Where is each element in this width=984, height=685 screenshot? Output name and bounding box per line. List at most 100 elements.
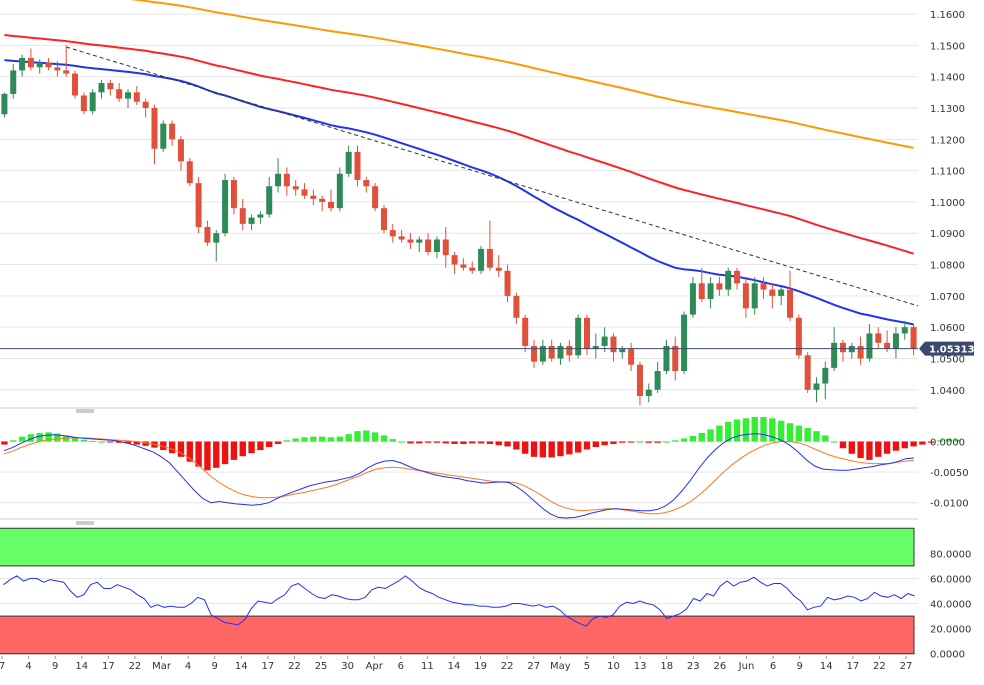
macd-histogram-bar: [319, 436, 326, 442]
macd-tick-label: 0.0000: [930, 438, 965, 449]
candle: [177, 136, 184, 171]
candle: [689, 277, 696, 318]
date-tick-label: 18: [660, 661, 673, 672]
macd-histogram-bar: [592, 441, 599, 448]
candle-body: [610, 336, 617, 353]
candle: [769, 283, 776, 309]
candle: [804, 352, 811, 393]
candle-body: [54, 67, 61, 71]
macd-histogram-bar: [751, 417, 758, 442]
macd-histogram-bar: [221, 441, 229, 465]
candle-body: [548, 345, 555, 359]
candle-body: [275, 173, 282, 187]
macd-histogram-bar: [407, 441, 414, 444]
candle: [239, 198, 246, 231]
macd-line: [3, 433, 914, 519]
date-axis: 7 4 9 14 17 22 Mar 4 9 14 17 22 25 30 Apr 6 11 14 19 22 27 Ma…: [0, 656, 912, 672]
candle: [354, 145, 361, 187]
macd-histogram-bar: [124, 441, 132, 444]
macd-histogram-bar: [27, 434, 35, 442]
macd-histogram-bar: [239, 441, 246, 457]
candle-body: [407, 239, 414, 243]
macd-histogram-bar: [619, 441, 626, 443]
date-tick-label: 27: [900, 661, 913, 672]
date-tick-label: 22: [288, 661, 301, 672]
macd-histogram-bar: [469, 441, 476, 444]
macd-histogram-bar: [672, 440, 679, 442]
candle: [151, 104, 158, 165]
candle: [778, 286, 785, 306]
macd-histogram-bar: [760, 417, 767, 442]
macd-histogram-bar: [486, 441, 494, 444]
candle: [213, 230, 220, 262]
candle-body: [451, 255, 458, 265]
candle: [80, 92, 87, 115]
candle: [636, 361, 643, 406]
candle-body: [725, 270, 732, 290]
candle: [63, 45, 70, 77]
macd-histogram-bar: [283, 440, 291, 442]
candle: [734, 267, 741, 290]
candle: [27, 48, 34, 71]
candle-body: [380, 208, 387, 231]
candle-body: [875, 333, 882, 343]
candle: [169, 120, 176, 146]
macd-histogram-bar: [583, 441, 591, 450]
price-tick-label: 1.1100: [930, 167, 965, 178]
macd-tick-label: -0.0100: [930, 499, 969, 510]
candle: [407, 233, 414, 249]
candle: [345, 145, 352, 177]
macd-histogram: [1, 417, 961, 471]
date-tick-label: 14: [448, 661, 461, 672]
candle-body: [301, 189, 308, 196]
macd-histogram-bar: [725, 421, 732, 442]
macd-histogram-bar: [54, 433, 61, 442]
candle: [619, 345, 626, 359]
macd-histogram-bar: [680, 438, 688, 442]
date-tick-label: 26: [714, 661, 727, 672]
candle: [866, 324, 873, 362]
candle-body: [787, 289, 794, 318]
rsi-tick-label: 60.0000: [930, 574, 971, 585]
date-tick-label: 4: [25, 661, 31, 672]
candle-body: [539, 345, 546, 362]
rsi-tick-label: 20.0000: [930, 625, 971, 636]
date-tick-label: 23: [687, 661, 700, 672]
price-tick-label: 1.1000: [930, 198, 965, 209]
candle: [575, 314, 582, 359]
macd-histogram-bar: [822, 435, 829, 442]
date-tick-label: 13: [634, 661, 647, 672]
macd-histogram-bar: [195, 441, 202, 467]
candle: [592, 333, 599, 359]
macd-histogram-bar: [945, 439, 953, 442]
price-tick-label: 1.1500: [930, 41, 965, 52]
macd-histogram-bar: [698, 432, 705, 442]
pane-resize-handle[interactable]: [76, 521, 94, 525]
candle-body: [266, 186, 273, 215]
macd-histogram-bar: [45, 432, 52, 442]
candle-body: [583, 317, 590, 350]
candle-body: [230, 180, 237, 209]
candle: [10, 64, 17, 99]
candle: [795, 314, 802, 359]
date-tick-label: 17: [262, 661, 275, 672]
candle: [901, 320, 908, 340]
candle-body: [107, 82, 114, 90]
pane-resize-handle[interactable]: [76, 409, 94, 413]
candle-body: [769, 289, 776, 296]
candle-body: [522, 317, 529, 346]
candle-body: [319, 198, 326, 202]
candle-body: [124, 92, 131, 99]
candle: [725, 267, 732, 296]
current-price-value: 1.053130: [929, 345, 982, 356]
candle-body: [804, 355, 811, 390]
rsi-tick-label: 80.0000: [930, 549, 971, 560]
candle-body: [116, 89, 123, 99]
candle-body: [901, 327, 908, 334]
macd-histogram-bar: [177, 441, 185, 457]
candle: [566, 339, 573, 362]
candle-body: [531, 345, 538, 362]
macd-histogram-bar: [892, 441, 900, 451]
macd-histogram-bar: [513, 441, 520, 450]
date-tick-label: 19: [474, 661, 487, 672]
